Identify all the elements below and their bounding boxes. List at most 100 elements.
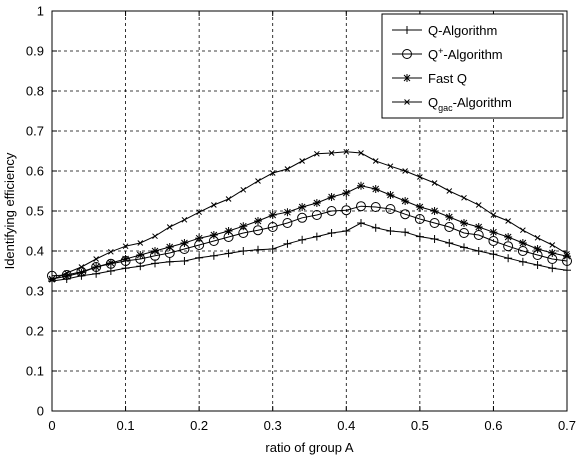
data-point <box>328 150 335 156</box>
data-point <box>371 223 380 232</box>
data-point <box>417 174 423 180</box>
legend: Q-Algorithm Q+-Algorithm Fast Q Qgac-Algori… <box>381 13 564 119</box>
data-point <box>239 222 248 231</box>
y-tick-label: 0.9 <box>26 44 44 59</box>
data-point <box>121 255 130 263</box>
x-tick-label: 0.6 <box>484 418 502 433</box>
data-point <box>356 201 366 212</box>
data-point <box>460 219 468 227</box>
data-point <box>93 256 99 262</box>
data-point <box>136 251 145 259</box>
data-point <box>224 249 233 258</box>
data-point <box>165 257 174 266</box>
data-point <box>299 158 305 164</box>
y-tick-label: 0.1 <box>26 364 44 379</box>
data-point <box>533 261 542 269</box>
data-point <box>151 247 159 255</box>
data-point <box>520 227 526 234</box>
data-point <box>445 239 454 247</box>
y-tick-label: 0 <box>37 404 44 419</box>
data-point <box>225 196 232 202</box>
data-point <box>414 214 425 224</box>
x-tick-label: 0 <box>48 418 55 433</box>
data-point <box>358 150 364 156</box>
data-point <box>430 235 439 243</box>
data-point <box>327 193 336 201</box>
data-point <box>371 185 380 193</box>
data-point <box>152 233 158 240</box>
data-point <box>196 209 202 216</box>
legend-entry: Qgac-Algorithm <box>392 95 512 113</box>
data-point <box>282 218 293 228</box>
data-point <box>284 166 291 172</box>
data-point <box>504 233 513 241</box>
data-point <box>503 241 514 252</box>
data-point <box>548 264 557 273</box>
legend-marker <box>402 49 412 59</box>
y-tick-label: 0.8 <box>26 84 44 99</box>
data-point <box>137 240 144 246</box>
data-point <box>195 253 204 262</box>
data-point <box>533 245 542 253</box>
data-point <box>385 204 396 214</box>
data-point <box>357 219 365 227</box>
series-4 <box>49 148 570 283</box>
legend-entry: Q-Algorithm <box>392 23 497 38</box>
legend-marker <box>404 99 410 105</box>
data-point <box>475 202 482 208</box>
data-point <box>297 212 308 223</box>
data-point <box>459 228 469 238</box>
data-point <box>415 232 424 241</box>
data-point <box>78 264 85 270</box>
data-point <box>327 229 336 237</box>
legend-entry: Q+-Algorithm <box>392 46 503 62</box>
data-point <box>534 234 541 241</box>
data-point <box>505 218 511 224</box>
data-point <box>268 211 277 219</box>
data-point <box>489 250 498 259</box>
legend-label: Q+-Algorithm <box>428 46 503 62</box>
legend-entry: Fast Q <box>392 71 467 86</box>
data-point <box>489 228 498 237</box>
data-point <box>298 235 307 244</box>
data-point <box>488 236 499 246</box>
y-tick-label: 0.2 <box>26 324 44 339</box>
data-point <box>312 199 321 207</box>
data-point <box>548 249 557 257</box>
data-point <box>549 242 556 248</box>
data-point <box>401 197 410 205</box>
data-point <box>283 239 292 248</box>
data-point <box>311 210 322 220</box>
y-tick-label: 0.4 <box>26 244 44 259</box>
data-point <box>239 247 248 255</box>
data-point <box>460 243 468 252</box>
legend-box <box>381 13 564 119</box>
data-point <box>283 208 292 217</box>
legend-marker <box>403 74 411 82</box>
x-tick-label: 0.2 <box>190 418 208 433</box>
data-point <box>267 222 278 232</box>
data-point <box>180 239 189 247</box>
data-point <box>122 243 129 250</box>
data-point <box>268 245 277 253</box>
data-point <box>461 194 467 201</box>
data-point <box>314 150 320 157</box>
data-point <box>518 257 527 266</box>
y-axis-label: Identifying efficiency <box>2 152 17 269</box>
data-point <box>490 212 497 218</box>
series-line <box>51 205 568 277</box>
data-point <box>430 207 439 215</box>
data-point <box>343 148 350 155</box>
x-tick-label: 0.7 <box>558 418 576 433</box>
data-point <box>209 251 218 260</box>
data-point <box>240 186 247 193</box>
series-3 <box>48 181 571 283</box>
data-point <box>298 203 307 211</box>
data-point <box>341 205 352 216</box>
x-axis-label: ratio of group A <box>265 440 353 455</box>
data-point <box>446 188 453 194</box>
x-tick-label: 0.1 <box>117 418 135 433</box>
x-tick-label: 0.4 <box>337 418 355 433</box>
data-point <box>504 254 513 263</box>
